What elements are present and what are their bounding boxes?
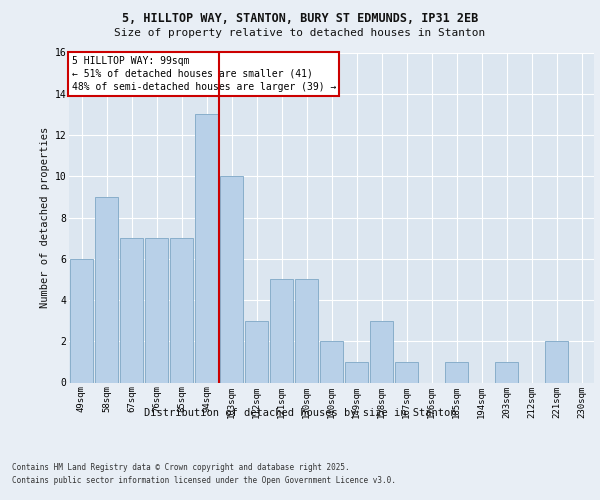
Text: 5 HILLTOP WAY: 99sqm
← 51% of detached houses are smaller (41)
48% of semi-detac: 5 HILLTOP WAY: 99sqm ← 51% of detached h… xyxy=(71,56,336,92)
Bar xyxy=(345,362,368,382)
Bar xyxy=(220,176,243,382)
Bar xyxy=(70,259,93,382)
Bar xyxy=(545,341,568,382)
Bar xyxy=(495,362,518,382)
Text: Distribution of detached houses by size in Stanton: Distribution of detached houses by size … xyxy=(144,408,456,418)
Text: 5, HILLTOP WAY, STANTON, BURY ST EDMUNDS, IP31 2EB: 5, HILLTOP WAY, STANTON, BURY ST EDMUNDS… xyxy=(122,12,478,26)
Text: Contains public sector information licensed under the Open Government Licence v3: Contains public sector information licen… xyxy=(12,476,396,485)
Bar xyxy=(270,280,293,382)
Bar xyxy=(145,238,168,382)
Bar xyxy=(95,197,118,382)
Bar xyxy=(445,362,468,382)
Text: Contains HM Land Registry data © Crown copyright and database right 2025.: Contains HM Land Registry data © Crown c… xyxy=(12,462,350,471)
Bar xyxy=(195,114,218,382)
Bar xyxy=(320,341,343,382)
Bar xyxy=(395,362,418,382)
Bar xyxy=(170,238,193,382)
Bar xyxy=(245,320,268,382)
Bar xyxy=(120,238,143,382)
Y-axis label: Number of detached properties: Number of detached properties xyxy=(40,127,50,308)
Bar xyxy=(370,320,393,382)
Text: Size of property relative to detached houses in Stanton: Size of property relative to detached ho… xyxy=(115,28,485,38)
Bar xyxy=(295,280,318,382)
